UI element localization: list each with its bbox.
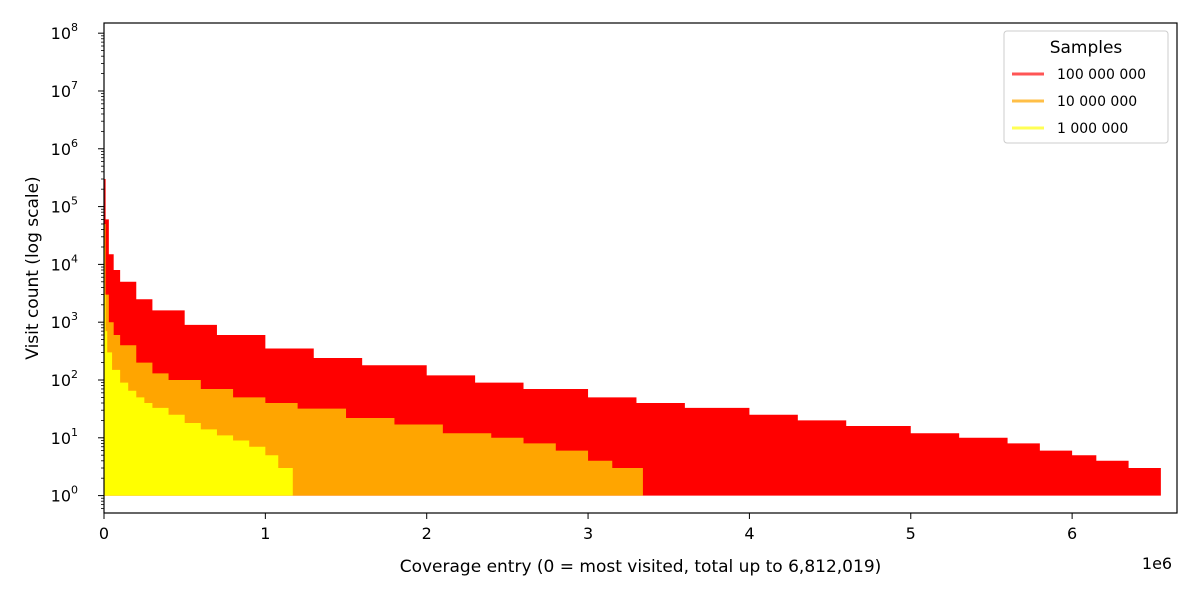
x-tick-label: 5: [906, 524, 916, 543]
legend-entry-2: 1 000 000: [1057, 121, 1128, 137]
y-tick-label: 103: [51, 310, 78, 332]
x-tick-label: 0: [99, 524, 109, 543]
y-tick-label: 100: [51, 484, 78, 506]
legend-title: Samples: [1050, 38, 1123, 58]
legend-box: [1003, 30, 1169, 144]
y-tick-label: 106: [51, 137, 78, 159]
x-tick-label: 6: [1067, 524, 1077, 543]
legend-entry-0: 100 000 000: [1057, 67, 1146, 83]
x-tick-label: 1: [260, 524, 270, 543]
y-axis-label: Visit count (log scale): [23, 176, 43, 359]
legend: Samples 100 000 000 10 000 000 1 000 000: [1003, 30, 1169, 144]
x-axis-offset-label: 1e6: [1142, 554, 1172, 573]
x-axis-label: Coverage entry (0 = most visited, total …: [400, 557, 882, 577]
x-tick-label: 3: [583, 524, 593, 543]
y-tick-label: 108: [51, 21, 78, 43]
y-tick-label: 102: [51, 368, 78, 390]
plot-area: [104, 33, 1161, 496]
y-tick-label: 104: [51, 252, 78, 274]
y-tick-label: 101: [51, 426, 78, 448]
y-tick-label: 107: [51, 79, 78, 101]
series-area-0: [104, 33, 1161, 496]
legend-entry-1: 10 000 000: [1057, 94, 1137, 110]
axes: 0 1 2 3 4 5 6 100 101 102 103 104 105 106 107 108: [51, 21, 1178, 543]
plot-frame: [103, 22, 1178, 514]
series-area-2: [104, 148, 293, 496]
y-tick-label: 105: [51, 195, 78, 217]
x-tick-label: 2: [422, 524, 432, 543]
x-tick-label: 4: [744, 524, 754, 543]
